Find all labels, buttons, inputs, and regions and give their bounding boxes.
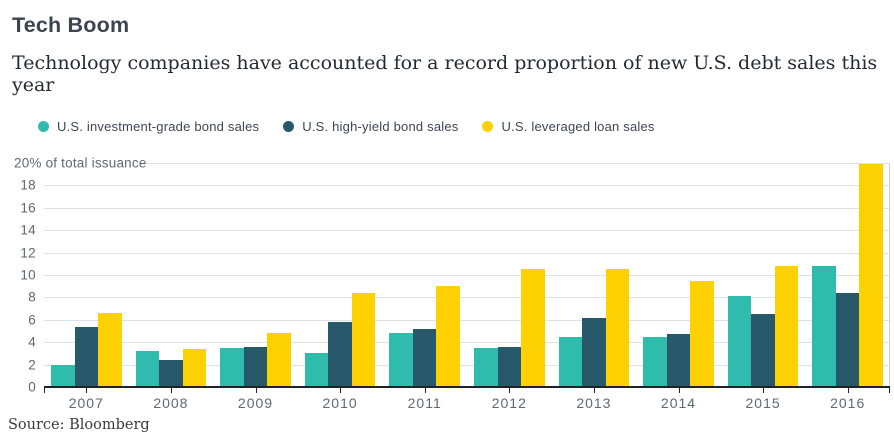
bar (220, 347, 244, 387)
x-tick-label: 2016 (830, 395, 866, 411)
y-axis-top-label: 20% of total issuance (14, 155, 147, 171)
legend: U.S. investment-grade bond sales U.S. hig… (38, 119, 655, 134)
bar (690, 280, 714, 387)
legend-label: U.S. high-yield bond sales (302, 119, 459, 134)
x-tick-label: 2008 (153, 395, 189, 411)
bar (98, 313, 122, 387)
gridline (44, 319, 890, 321)
y-tick-label: 16 (20, 200, 36, 216)
y-tick-label: 2 (28, 357, 36, 373)
bar (474, 347, 498, 387)
bar (751, 314, 775, 387)
bar (582, 317, 606, 387)
axis-tick (86, 388, 88, 393)
x-tick-label: 2010 (322, 395, 358, 411)
y-tick-label: 12 (20, 245, 36, 261)
gridline (44, 252, 890, 254)
bar (558, 336, 583, 387)
bar (135, 351, 160, 387)
axis-tick (170, 388, 172, 393)
gridline (137, 163, 890, 164)
bar (328, 322, 352, 387)
bar (159, 360, 183, 387)
bar (521, 269, 545, 387)
axis-tick (509, 388, 511, 393)
gridline (44, 185, 890, 187)
legend-dot-icon (482, 121, 494, 132)
plot-right-border (889, 163, 890, 387)
x-tick-label: 2013 (576, 395, 612, 411)
axis-end-tick (889, 388, 890, 393)
bar (351, 292, 376, 387)
bar (267, 333, 291, 387)
axis-tick (424, 388, 426, 393)
bar (835, 292, 860, 387)
legend-item: U.S. leveraged loan sales (482, 119, 654, 134)
axis-tick (763, 388, 765, 393)
legend-dot-icon (38, 121, 49, 132)
x-tick-label: 2012 (491, 395, 527, 411)
x-tick-label: 2014 (660, 395, 697, 411)
bar (74, 326, 99, 387)
bar (51, 364, 75, 387)
axis-tick (340, 388, 342, 393)
bar (812, 266, 836, 387)
source-attribution: Source: Bloomberg (8, 417, 150, 433)
x-axis-line (44, 386, 890, 388)
y-tick-label: 14 (20, 222, 36, 238)
bar (666, 334, 691, 387)
chart-title: Tech Boom (12, 13, 130, 37)
gridline (44, 297, 890, 299)
axis-tick (678, 388, 680, 393)
bar (605, 269, 630, 387)
axis-tick (255, 388, 257, 393)
y-tick-label: 18 (20, 177, 36, 193)
bar (643, 336, 667, 387)
gridline (44, 230, 890, 232)
x-tick-label: 2015 (745, 395, 781, 411)
legend-label: U.S. investment-grade bond sales (57, 119, 260, 134)
gridline (44, 207, 890, 209)
y-tick-label: 10 (20, 267, 36, 283)
axis-end-tick (44, 388, 45, 393)
bar (497, 346, 522, 387)
x-tick-label: 2007 (68, 395, 104, 411)
bar (389, 333, 413, 387)
bar (243, 346, 268, 387)
y-tick-label: 8 (28, 289, 36, 305)
x-tick-label: 2009 (237, 395, 274, 411)
legend-item: U.S. investment-grade bond sales (38, 119, 259, 134)
gridline (44, 342, 890, 344)
bar (436, 286, 460, 387)
x-tick-label: 2011 (407, 395, 442, 411)
bar (304, 353, 329, 387)
bar (859, 164, 883, 387)
chart-subtitle: Technology companies have accounted for … (12, 52, 878, 96)
y-tick-label: 4 (28, 334, 36, 350)
legend-dot-icon (283, 121, 295, 132)
y-tick-label: 6 (28, 312, 36, 328)
bar (412, 328, 437, 387)
bar (182, 348, 207, 387)
y-tick-label: 0 (28, 379, 36, 395)
legend-item: U.S. high-yield bond sales (283, 119, 458, 134)
legend-label: U.S. leveraged loan sales (501, 119, 655, 134)
bar (727, 296, 752, 387)
gridline (44, 364, 890, 366)
bar (774, 266, 799, 387)
axis-tick (847, 388, 849, 393)
axis-tick (593, 388, 595, 393)
gridline (44, 275, 890, 276)
